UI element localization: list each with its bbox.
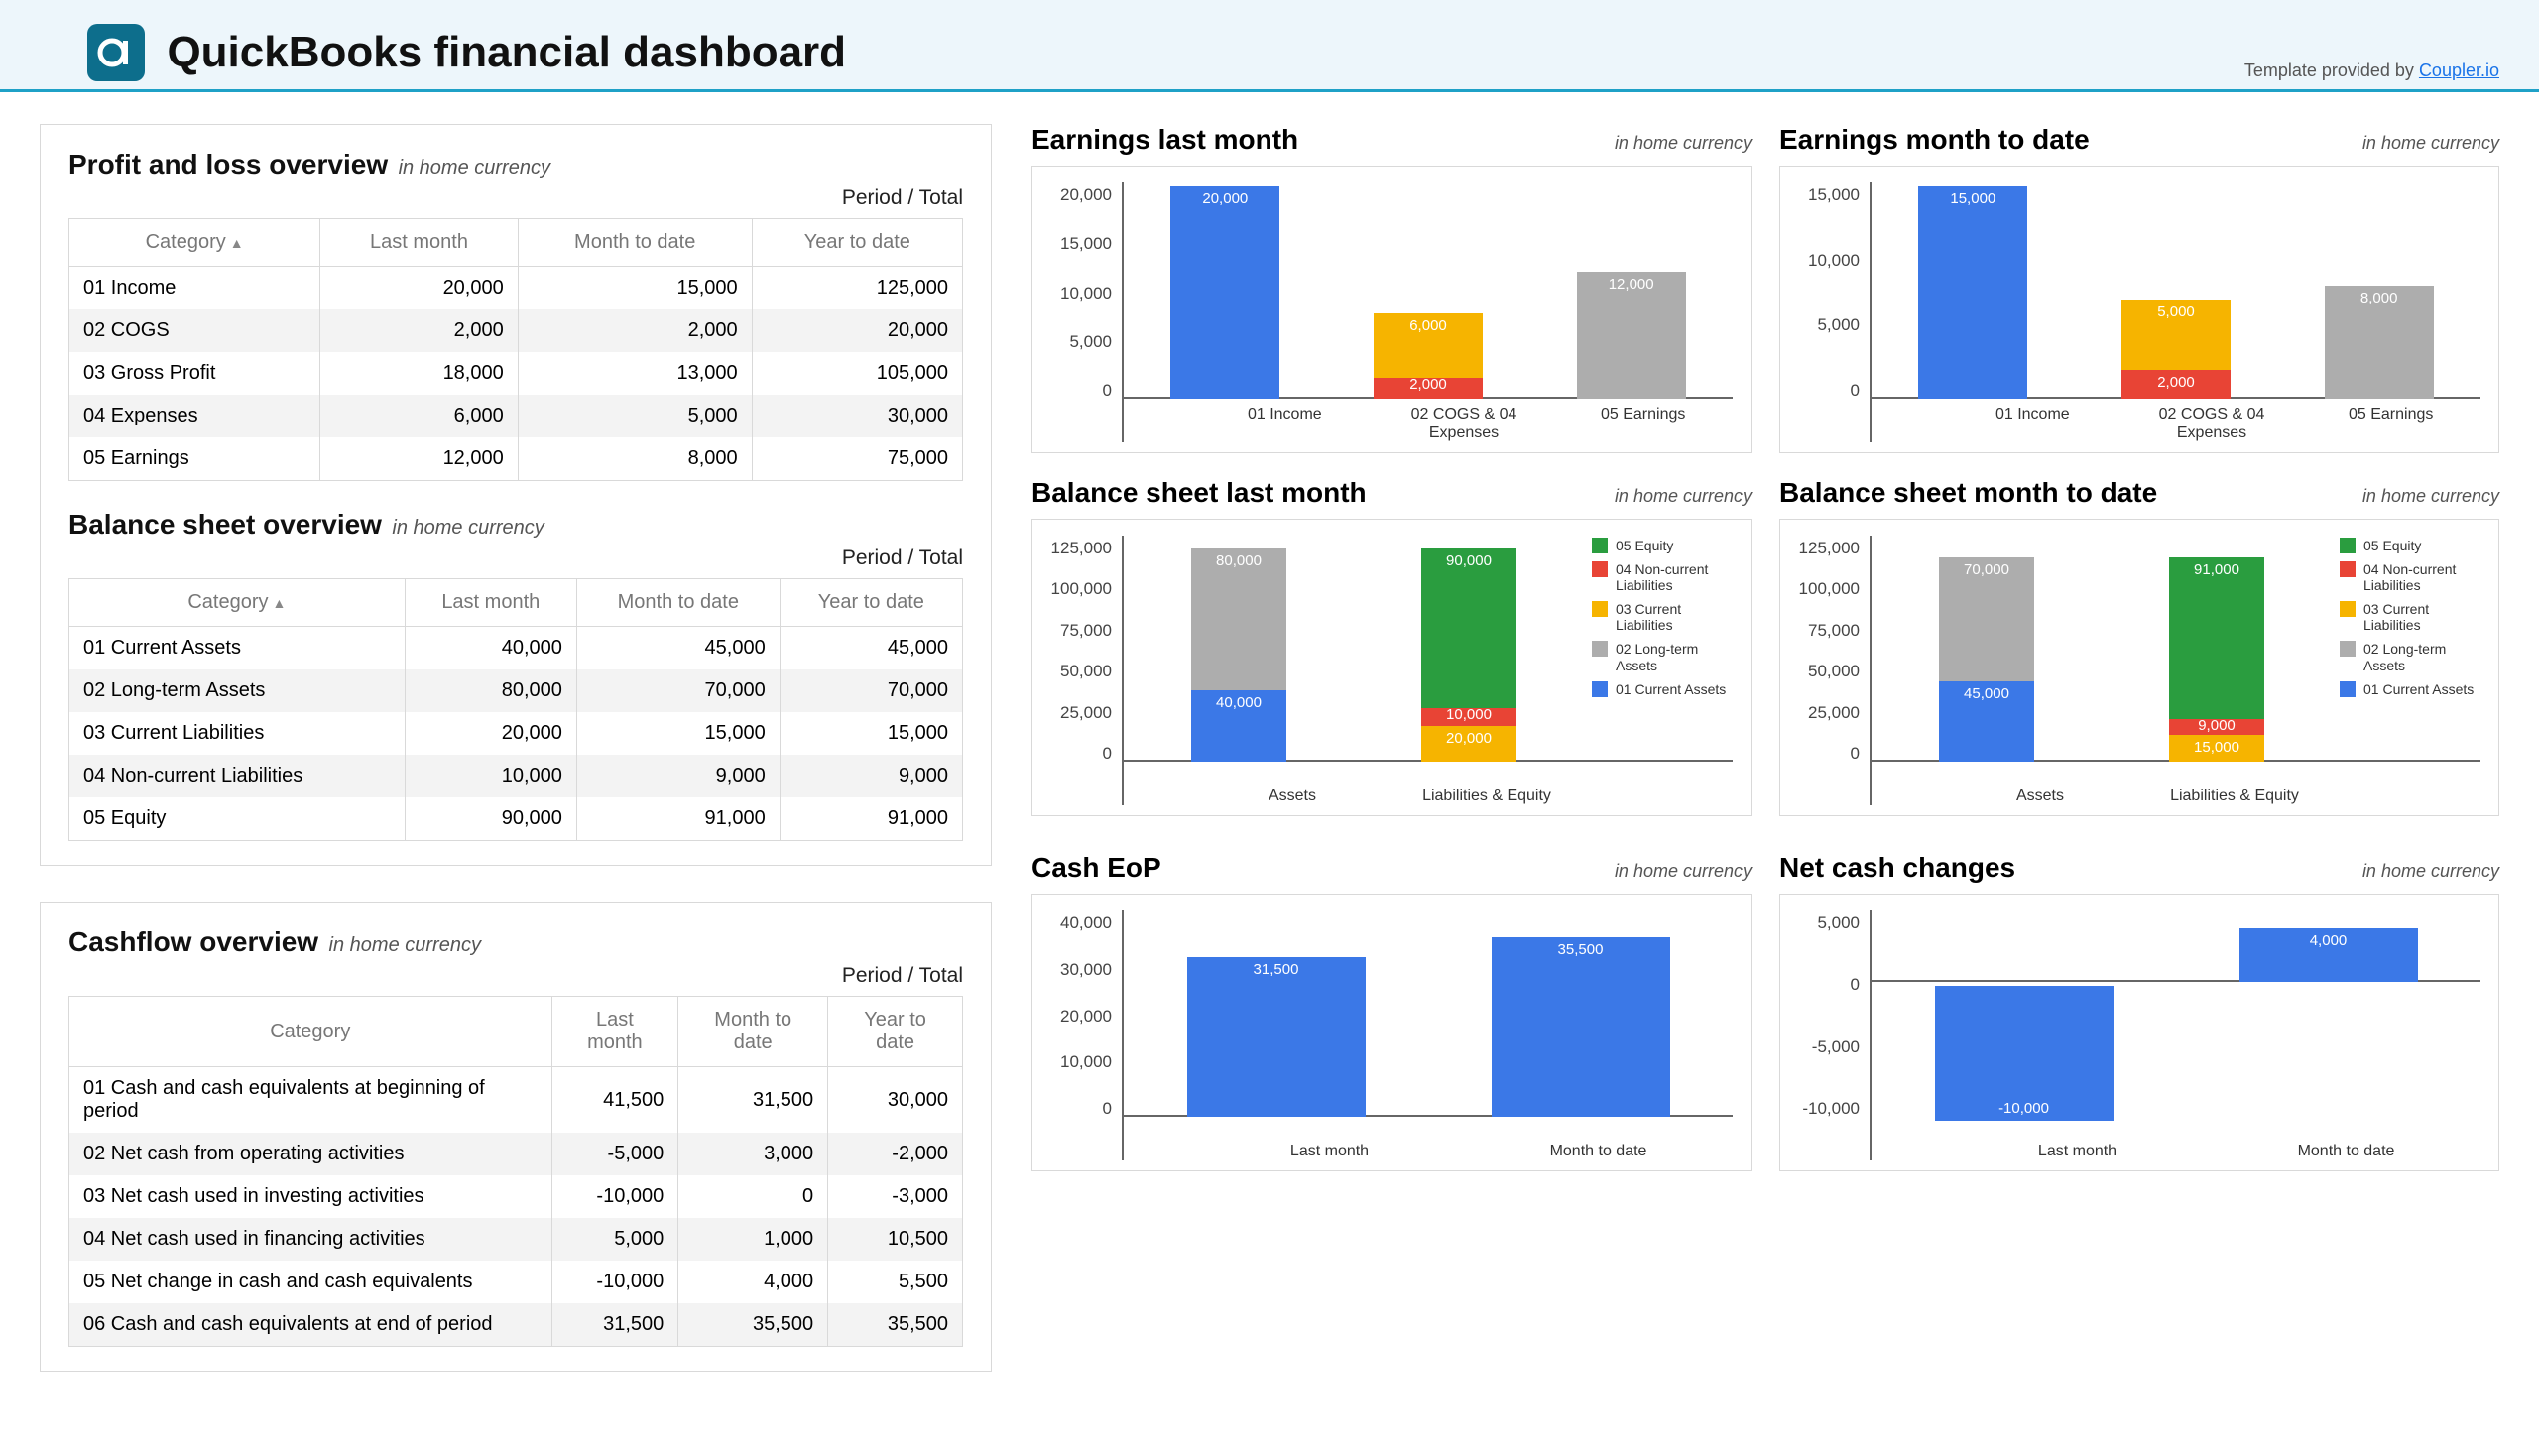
- bar-segment: 15,000: [2169, 735, 2264, 762]
- table-row: 02 Long-term Assets80,00070,00070,000: [69, 669, 963, 712]
- bar-segment: 35,500: [1492, 937, 1670, 1117]
- table-row: 04 Expenses6,0005,00030,000: [69, 395, 963, 437]
- bar-segment: 8,000: [2325, 286, 2434, 399]
- bar-segment: 70,000: [1939, 557, 2034, 681]
- table-row: 05 Net change in cash and cash equivalen…: [69, 1261, 963, 1303]
- chart-bs-lm: Balance sheet last monthin home currency…: [1031, 477, 1752, 816]
- sort-asc-icon: ▲: [230, 235, 244, 251]
- cf-table: Category Last month Month to date Year t…: [68, 996, 963, 1347]
- col-category[interactable]: Category▲: [69, 579, 406, 627]
- bar-segment: 5,000: [2121, 300, 2231, 370]
- table-row: 01 Cash and cash equivalents at beginnin…: [69, 1067, 963, 1134]
- chart-bs-mtd: Balance sheet month to datein home curre…: [1779, 477, 2499, 816]
- table-row: 01 Income20,00015,000125,000: [69, 267, 963, 310]
- pl-title: Profit and loss overview: [68, 149, 388, 180]
- table-row: 05 Earnings12,0008,00075,000: [69, 437, 963, 481]
- sort-asc-icon: ▲: [273, 595, 287, 611]
- bar-segment: 90,000: [1421, 548, 1516, 708]
- table-row: 03 Net cash used in investing activities…: [69, 1175, 963, 1218]
- legend: 05 Equity04 Non-current Liabilities03 Cu…: [1592, 538, 1731, 705]
- col-last-month[interactable]: Last month: [405, 579, 576, 627]
- bar-segment: -10,000: [1935, 986, 2114, 1121]
- chart-net-cash: Net cash changesin home currency -10,000…: [1779, 852, 2499, 1171]
- col-mtd[interactable]: Month to date: [678, 997, 828, 1067]
- logo-icon: [87, 24, 145, 81]
- bar-segment: 9,000: [2169, 719, 2264, 735]
- template-credit: Template provided by Coupler.io: [2244, 61, 2499, 81]
- table-row: 02 Net cash from operating activities-5,…: [69, 1133, 963, 1175]
- legend: 05 Equity04 Non-current Liabilities03 Cu…: [2340, 538, 2479, 705]
- table-row: 03 Current Liabilities20,00015,00015,000: [69, 712, 963, 755]
- col-category[interactable]: Category: [69, 997, 552, 1067]
- bar-segment: 20,000: [1170, 186, 1279, 399]
- header: QuickBooks financial dashboard Template …: [0, 0, 2539, 92]
- table-row: 01 Current Assets40,00045,00045,000: [69, 627, 963, 670]
- bar-segment: 40,000: [1191, 690, 1286, 762]
- col-mtd[interactable]: Month to date: [518, 219, 752, 267]
- col-ytd[interactable]: Year to date: [828, 997, 963, 1067]
- col-ytd[interactable]: Year to date: [780, 579, 962, 627]
- table-row: 03 Gross Profit18,00013,000105,000: [69, 352, 963, 395]
- bar-segment: 6,000: [1374, 313, 1483, 377]
- pl-section: Profit and loss overview in home currenc…: [68, 149, 963, 481]
- chart-earnings-lm: Earnings last monthin home currency 05,0…: [1031, 124, 1752, 453]
- table-row: 02 COGS2,0002,00020,000: [69, 309, 963, 352]
- bar-segment: 12,000: [1577, 272, 1686, 399]
- bar-segment: 91,000: [2169, 557, 2264, 719]
- table-row: 06 Cash and cash equivalents at end of p…: [69, 1303, 963, 1347]
- tables-card: Profit and loss overview in home currenc…: [40, 124, 992, 866]
- bs-title: Balance sheet overview: [68, 509, 382, 540]
- bar-segment: 2,000: [2121, 370, 2231, 399]
- cashflow-card: Cashflow overview in home currency Perio…: [40, 902, 992, 1372]
- table-row: 05 Equity90,00091,00091,000: [69, 797, 963, 841]
- bs-section: Balance sheet overview in home currency …: [68, 509, 963, 841]
- table-row: 04 Net cash used in financing activities…: [69, 1218, 963, 1261]
- bar-segment: 2,000: [1374, 378, 1483, 399]
- col-ytd[interactable]: Year to date: [752, 219, 962, 267]
- bar-segment: 31,500: [1187, 957, 1366, 1117]
- bar-segment: 20,000: [1421, 726, 1516, 762]
- chart-earnings-mtd: Earnings month to datein home currency 0…: [1779, 124, 2499, 453]
- credit-link[interactable]: Coupler.io: [2419, 61, 2499, 80]
- bar-segment: 80,000: [1191, 548, 1286, 690]
- col-last-month[interactable]: Last month: [551, 997, 678, 1067]
- cf-title: Cashflow overview: [68, 926, 318, 957]
- bar-segment: 15,000: [1918, 186, 2027, 399]
- bs-table: Category▲ Last month Month to date Year …: [68, 578, 963, 841]
- bar-segment: 4,000: [2239, 928, 2418, 982]
- table-row: 04 Non-current Liabilities10,0009,0009,0…: [69, 755, 963, 797]
- page-title: QuickBooks financial dashboard: [167, 28, 846, 77]
- col-category[interactable]: Category▲: [69, 219, 320, 267]
- bar-segment: 10,000: [1421, 708, 1516, 726]
- pl-table: Category▲ Last month Month to date Year …: [68, 218, 963, 481]
- bar-segment: 45,000: [1939, 681, 2034, 762]
- col-mtd[interactable]: Month to date: [576, 579, 780, 627]
- chart-cash-eop: Cash EoPin home currency 010,00020,00030…: [1031, 852, 1752, 1171]
- col-last-month[interactable]: Last month: [320, 219, 519, 267]
